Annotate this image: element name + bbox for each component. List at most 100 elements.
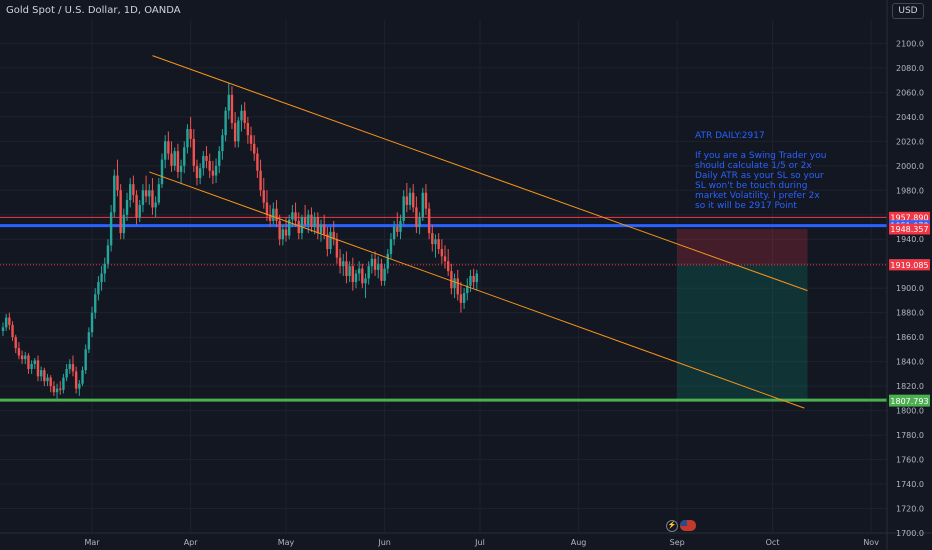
candle-body [71, 364, 75, 372]
candle-body [275, 208, 278, 221]
candle [294, 202, 297, 227]
candle-body [329, 231, 332, 250]
candle [170, 141, 173, 172]
candle [78, 380, 81, 396]
candle-body [33, 360, 36, 365]
candle-body [154, 202, 157, 208]
candle-body [39, 370, 43, 377]
candle [227, 82, 230, 120]
candle-body [440, 249, 444, 257]
x-tick-label: Aug [571, 538, 587, 547]
candle [278, 214, 281, 246]
candle-body [243, 110, 246, 123]
candle-body [208, 160, 211, 171]
flag-icon[interactable] [680, 520, 696, 531]
candle [421, 187, 424, 221]
candle-body [431, 233, 434, 245]
candle-body [421, 192, 424, 218]
candle-body [335, 239, 339, 258]
candle [424, 184, 428, 215]
lightning-icon[interactable]: ⚡ [666, 520, 678, 532]
candle [39, 366, 43, 382]
candle-body [459, 294, 463, 303]
candle-body [59, 388, 62, 390]
candle-body [43, 370, 46, 382]
x-tick-label: Oct [766, 538, 780, 547]
candle-body [342, 261, 345, 267]
price-label-text: 1919.085 [890, 261, 928, 270]
candle [100, 266, 103, 291]
candle-body [364, 278, 367, 284]
y-tick-label: 1840.0 [896, 358, 924, 367]
candle-body [319, 224, 323, 234]
candle-body [462, 293, 466, 303]
candle-body [402, 196, 405, 221]
candle-body [14, 337, 17, 349]
candle [396, 212, 399, 237]
candle [259, 159, 262, 197]
candle [233, 111, 237, 148]
candle-body [396, 227, 399, 232]
candle-body [167, 141, 170, 154]
candle [84, 344, 87, 374]
candle-body [230, 94, 234, 123]
candle [329, 227, 332, 254]
candle [437, 233, 440, 254]
candle-body [36, 360, 40, 377]
candle [402, 190, 405, 225]
candle-body [151, 190, 154, 208]
y-tick-label: 1760.0 [896, 456, 924, 465]
candle-body [68, 364, 71, 369]
candle-body [418, 217, 421, 227]
candle-body [300, 217, 304, 234]
candle-body [100, 273, 103, 283]
candle [453, 273, 456, 298]
candle [14, 334, 17, 354]
candle-body [338, 257, 342, 267]
candle-body [116, 175, 119, 191]
candle-body [253, 143, 256, 154]
candle [357, 261, 361, 281]
currency-button[interactable]: USD [892, 3, 924, 19]
candle [288, 214, 291, 240]
candle [52, 381, 56, 396]
candle-body [141, 190, 145, 205]
candle [415, 196, 418, 234]
candle [30, 360, 33, 374]
candle-body [240, 110, 243, 121]
candle [431, 224, 434, 252]
candle-body [256, 153, 259, 171]
price-label-text: 1948.357 [890, 225, 928, 234]
candle-body [195, 165, 199, 179]
candle-body [456, 278, 459, 295]
candle-body [373, 258, 377, 270]
candle-body [310, 214, 313, 227]
y-tick-label: 2100.0 [896, 39, 924, 48]
price-label: 1919.085 [889, 259, 930, 271]
candle-body [157, 184, 161, 203]
candle [462, 288, 466, 310]
atr-note-body: If you are a Swing Trader you should cal… [695, 151, 827, 211]
candle [392, 220, 396, 246]
x-tick-label: Sep [670, 538, 685, 547]
candle-body [303, 217, 307, 225]
candle-body [186, 129, 189, 148]
candle [176, 143, 180, 179]
candle-body [405, 196, 409, 205]
candle-body [176, 151, 180, 172]
candle [272, 202, 275, 225]
take-profit-zone [677, 264, 808, 401]
y-tick-label: 1800.0 [896, 407, 924, 416]
candle-body [163, 141, 167, 160]
candle-body [322, 224, 326, 235]
candle [46, 373, 49, 387]
candle-body [434, 239, 437, 245]
candle-body [307, 214, 310, 225]
candle [218, 146, 221, 174]
candle-body [119, 190, 122, 234]
channel-trend-line [149, 171, 805, 409]
candle [154, 196, 157, 218]
candle-body [30, 364, 33, 369]
